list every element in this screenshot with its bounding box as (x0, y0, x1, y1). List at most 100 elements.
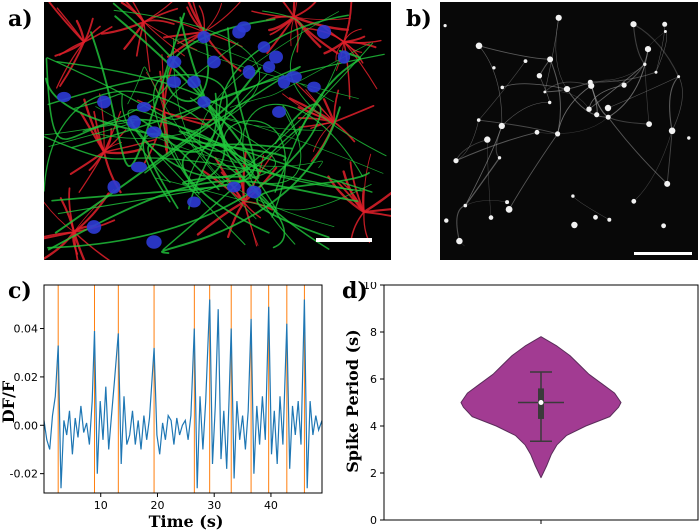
astrocyte-process (363, 153, 372, 213)
cell-body (677, 75, 681, 79)
cell-body (547, 56, 554, 63)
astrocyte-process (343, 41, 351, 100)
nucleus (131, 161, 147, 173)
nucleus (146, 126, 162, 138)
neurite (147, 92, 218, 209)
astrocyte-process (123, 20, 146, 50)
panel-b-label: b) (406, 6, 432, 32)
trace-line (43, 299, 323, 489)
y-tick-label: 0.02 (14, 371, 39, 384)
cell-body (668, 127, 676, 135)
cell-body (497, 156, 502, 160)
astrocyte-process (59, 197, 76, 234)
cell-body (663, 30, 667, 33)
astrocyte-process (73, 189, 115, 233)
panel-a-scale-bar (316, 238, 372, 242)
y-tick-label: 10 (363, 282, 377, 292)
astrocyte-process (83, 26, 113, 43)
neurite (669, 76, 680, 132)
nucleus (286, 71, 302, 83)
cell-body (534, 129, 540, 135)
panel-a-label: a) (8, 6, 33, 32)
trace-axes: 10 20 30 40 -0.02 0.00 0.02 0.04 (10, 284, 323, 512)
astrocyte-process (44, 201, 75, 233)
neurite (549, 58, 561, 135)
cell-body (505, 206, 513, 213)
neurite (127, 66, 257, 220)
neurite (478, 45, 503, 127)
astrocyte-process (203, 3, 223, 33)
nucleus (307, 81, 321, 93)
neurite (671, 76, 683, 132)
cell-body (643, 62, 647, 66)
y-tick-label: 6 (370, 373, 377, 386)
neurite (572, 195, 610, 220)
neurite (161, 106, 341, 255)
cell-body (536, 73, 543, 79)
neurite (173, 37, 341, 170)
astrocyte-process (44, 231, 75, 240)
trace-frame (43, 284, 323, 494)
neurite (607, 116, 650, 125)
cell-body (631, 198, 637, 204)
cell-body (484, 136, 491, 143)
panel-a-image (44, 2, 391, 260)
x-tick-label: 10 (94, 499, 108, 512)
neurite (297, 49, 361, 136)
panel-b-scale-bar (634, 252, 692, 255)
astrocyte-process (58, 41, 85, 56)
panel-b-micrograph (440, 2, 698, 260)
cell-body (586, 106, 592, 112)
cell-body (571, 221, 578, 229)
nuclei (57, 21, 351, 249)
nucleus (246, 185, 262, 199)
astrocyte-process (343, 28, 362, 43)
neurite (464, 125, 503, 206)
neurite (591, 79, 625, 87)
nucleus (166, 76, 182, 88)
astrocyte-process (103, 139, 156, 153)
neurite (57, 97, 276, 215)
astrocyte-process (363, 211, 391, 217)
y-tick-label: 8 (370, 326, 377, 339)
astrocyte-process (83, 98, 106, 154)
astrocyte-process (103, 110, 122, 153)
astrocyte-process (282, 93, 335, 123)
neurite (229, 42, 371, 108)
cell-body (630, 21, 637, 28)
neurite (555, 17, 568, 90)
astrocyte-process (243, 201, 274, 211)
y-tick-label: -0.02 (10, 468, 38, 481)
cell-body (488, 215, 494, 220)
neurite (557, 85, 592, 135)
astrocyte-process (243, 201, 258, 247)
y-tick-label: 2 (370, 467, 377, 480)
nucleus (127, 115, 141, 129)
astrocyte-process (125, 2, 145, 23)
neurite (544, 91, 590, 110)
neurite (71, 66, 301, 174)
neurite (455, 131, 538, 162)
neurite (455, 139, 488, 162)
panel-b-image (443, 14, 692, 255)
astrocyte-process (343, 39, 382, 44)
cell-body (662, 21, 668, 27)
neurite (607, 48, 649, 118)
violin-median-dot (538, 400, 544, 405)
nucleus (197, 96, 211, 108)
nucleus (232, 25, 246, 39)
astrocyte-process (75, 19, 86, 44)
astrocyte-process (350, 211, 365, 242)
astrocyte-process (323, 40, 346, 55)
cell-body (621, 82, 627, 88)
astrocyte-process (143, 2, 173, 23)
trace-x-label: Time (s) (149, 512, 224, 531)
nucleus (57, 91, 71, 103)
cell-body (555, 14, 562, 21)
neurite (644, 63, 650, 125)
trace-y-label: DF/F (0, 380, 18, 423)
nucleus (187, 75, 201, 89)
astrocyte-process (292, 2, 296, 19)
cell-body (604, 104, 612, 112)
nucleus (207, 55, 221, 69)
